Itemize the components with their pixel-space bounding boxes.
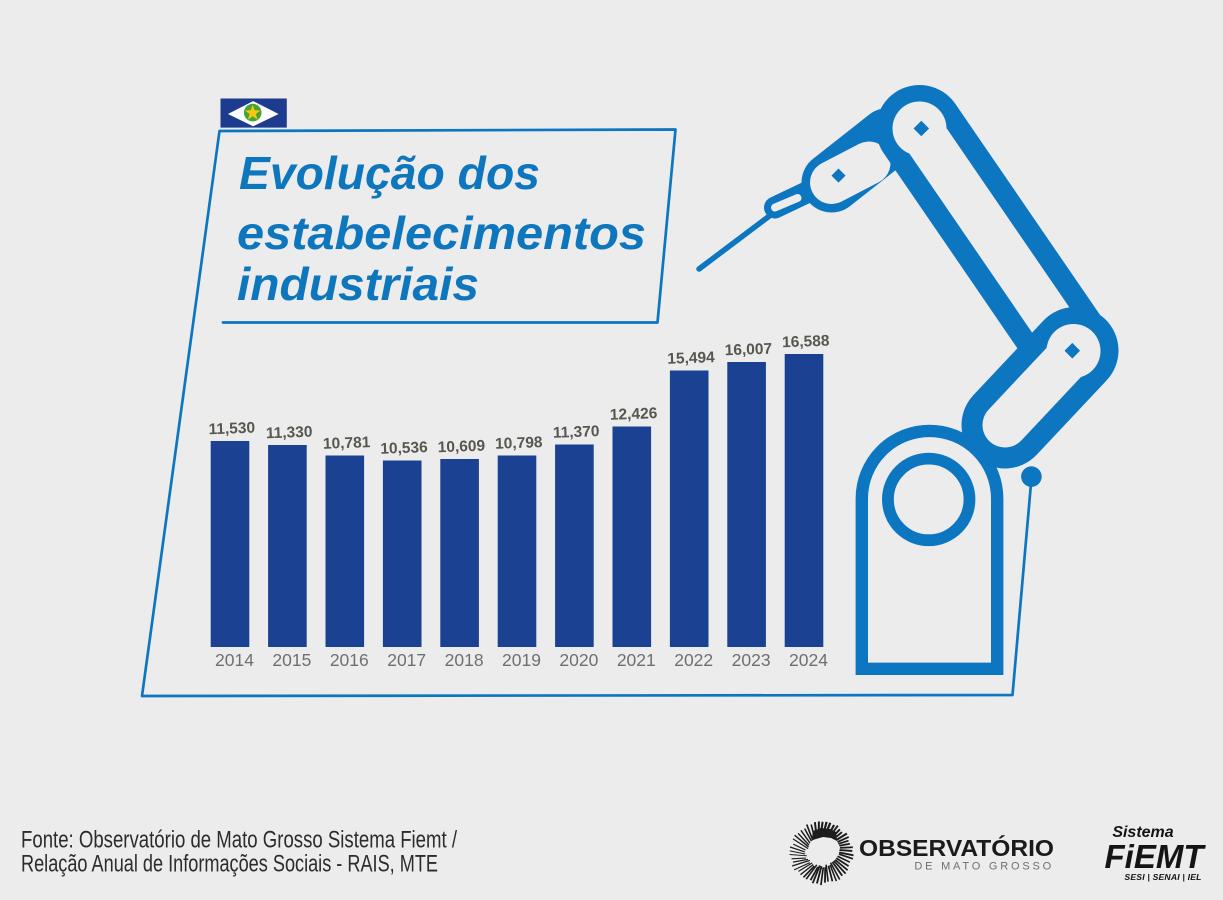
svg-text:DE MATO GROSSO: DE MATO GROSSO [914,861,1054,873]
svg-text:2015: 2015 [272,650,311,670]
svg-text:15,494: 15,494 [667,349,715,368]
svg-text:2022: 2022 [674,650,713,670]
svg-text:OBSERVATÓRIO: OBSERVATÓRIO [859,834,1054,861]
svg-text:2014: 2014 [215,650,254,670]
svg-text:2020: 2020 [559,650,598,670]
svg-text:10,609: 10,609 [437,438,485,457]
svg-text:11,370: 11,370 [553,423,600,442]
svg-text:11,330: 11,330 [266,424,313,443]
svg-text:2018: 2018 [445,650,484,670]
svg-text:2019: 2019 [502,650,541,670]
svg-text:2024: 2024 [789,650,828,670]
svg-text:Fonte: Observatório de Mato Gr: Fonte: Observatório de Mato Grosso Siste… [21,827,457,854]
svg-text:industriais: industriais [237,258,479,310]
svg-text:2021: 2021 [617,650,656,670]
svg-text:2017: 2017 [387,650,426,670]
svg-text:11,530: 11,530 [208,420,255,439]
svg-text:2016: 2016 [330,650,369,670]
svg-text:10,798: 10,798 [495,434,543,453]
svg-text:FiEMT: FiEMT [1105,838,1207,875]
svg-text:Evolução dos: Evolução dos [239,147,540,199]
svg-text:SESI | SENAI | IEL: SESI | SENAI | IEL [1124,872,1201,882]
svg-text:16,588: 16,588 [782,333,830,352]
svg-text:estabelecimentos: estabelecimentos [237,207,646,259]
svg-text:Sistema: Sistema [1112,824,1173,841]
svg-text:12,426: 12,426 [610,405,658,424]
svg-text:16,007: 16,007 [724,341,772,360]
svg-text:Relação Anual de Informações S: Relação Anual de Informações Sociais - R… [21,851,438,878]
svg-text:10,536: 10,536 [380,439,428,458]
svg-text:10,781: 10,781 [323,434,371,453]
svg-text:2023: 2023 [732,650,771,670]
